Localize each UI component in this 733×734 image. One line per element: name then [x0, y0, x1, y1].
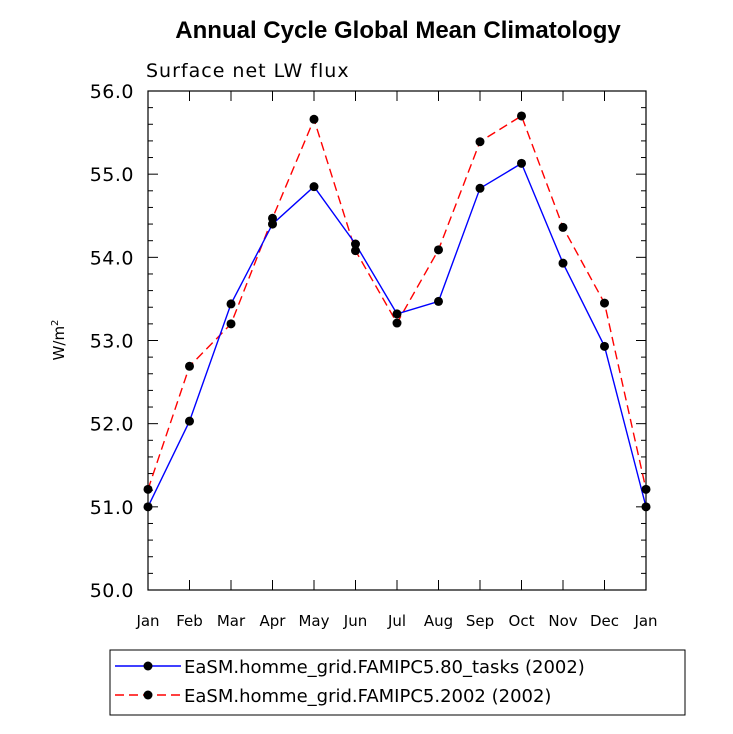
- y-tick-label: 52.0: [90, 414, 134, 436]
- series-1-point: [143, 502, 153, 512]
- series-1-point: [475, 183, 485, 193]
- series-1-point: [641, 502, 651, 512]
- series-1-point: [392, 309, 402, 319]
- plot-frame: [147, 90, 647, 591]
- series-2-point: [475, 137, 485, 147]
- series-1-point: [309, 182, 319, 192]
- y-axis-label-superscript: 2: [50, 320, 61, 326]
- series-2-point: [351, 246, 360, 256]
- legend-marker-1: [143, 661, 153, 671]
- x-tick-label: Sep: [466, 612, 494, 630]
- chart-title: Annual Cycle Global Mean Climatology: [175, 17, 621, 44]
- y-tick-label: 56.0: [90, 81, 134, 103]
- x-tick-label: May: [298, 612, 329, 630]
- legend: EaSM.homme_grid.FAMIPC5.80_tasks (2002) E…: [115, 657, 585, 707]
- x-tick-label: Oct: [509, 612, 535, 630]
- x-tick-label: Apr: [260, 612, 287, 630]
- series-2-point: [600, 298, 609, 308]
- axes: 50.0 51.0 52.0 53.0 54.0 55.0 56.0 Jan Feb Mar Apr…: [90, 81, 658, 630]
- series-2-point: [309, 114, 319, 124]
- y-axis-label: W/m2: [50, 320, 68, 361]
- series-line-1: [147, 162, 647, 508]
- series-1-point: [185, 416, 194, 426]
- series-layer: [143, 111, 651, 512]
- x-tick-label: Dec: [590, 612, 619, 630]
- legend-box: [109, 649, 686, 716]
- series-2-point: [641, 484, 651, 494]
- legend-label-2: EaSM.homme_grid.FAMIPC5.2002 (2002): [184, 686, 551, 707]
- x-tick-label: Jan: [633, 612, 657, 630]
- series-2-point: [517, 111, 526, 121]
- y-tick-label: 53.0: [90, 331, 134, 353]
- x-tick-label: Aug: [424, 612, 453, 630]
- series-2-point: [226, 319, 236, 329]
- series-1-point: [558, 258, 568, 268]
- y-tick-label: 54.0: [90, 247, 134, 269]
- x-tick-label: Jun: [343, 612, 367, 630]
- y-tick-label: 50.0: [90, 580, 134, 602]
- series-2-point: [268, 213, 277, 223]
- series-1-point: [600, 341, 609, 351]
- x-tick-label: Nov: [548, 612, 577, 630]
- series-2-point: [185, 361, 194, 371]
- series-1-point: [434, 296, 443, 306]
- legend-marker-2: [143, 690, 153, 700]
- series-1-point: [226, 299, 236, 309]
- series-line-2: [147, 114, 647, 490]
- series-2-point: [143, 484, 153, 494]
- x-tick-label: Jul: [387, 612, 406, 630]
- series-2-point: [392, 318, 402, 328]
- x-tick-label: Mar: [217, 612, 246, 630]
- y-tick-label: 51.0: [90, 497, 134, 519]
- chart-subtitle: Surface net LW flux: [146, 60, 350, 82]
- series-2-point: [434, 245, 443, 255]
- series-1-point: [351, 239, 360, 249]
- legend-label-1: EaSM.homme_grid.FAMIPC5.80_tasks (2002): [184, 657, 585, 678]
- x-tick-label: Feb: [176, 612, 203, 630]
- y-axis-label-base: W/m: [50, 326, 68, 361]
- series-1-point: [517, 158, 526, 168]
- series-2-point: [558, 222, 568, 232]
- y-tick-label: 55.0: [90, 164, 134, 186]
- x-tick-label: Jan: [135, 612, 159, 630]
